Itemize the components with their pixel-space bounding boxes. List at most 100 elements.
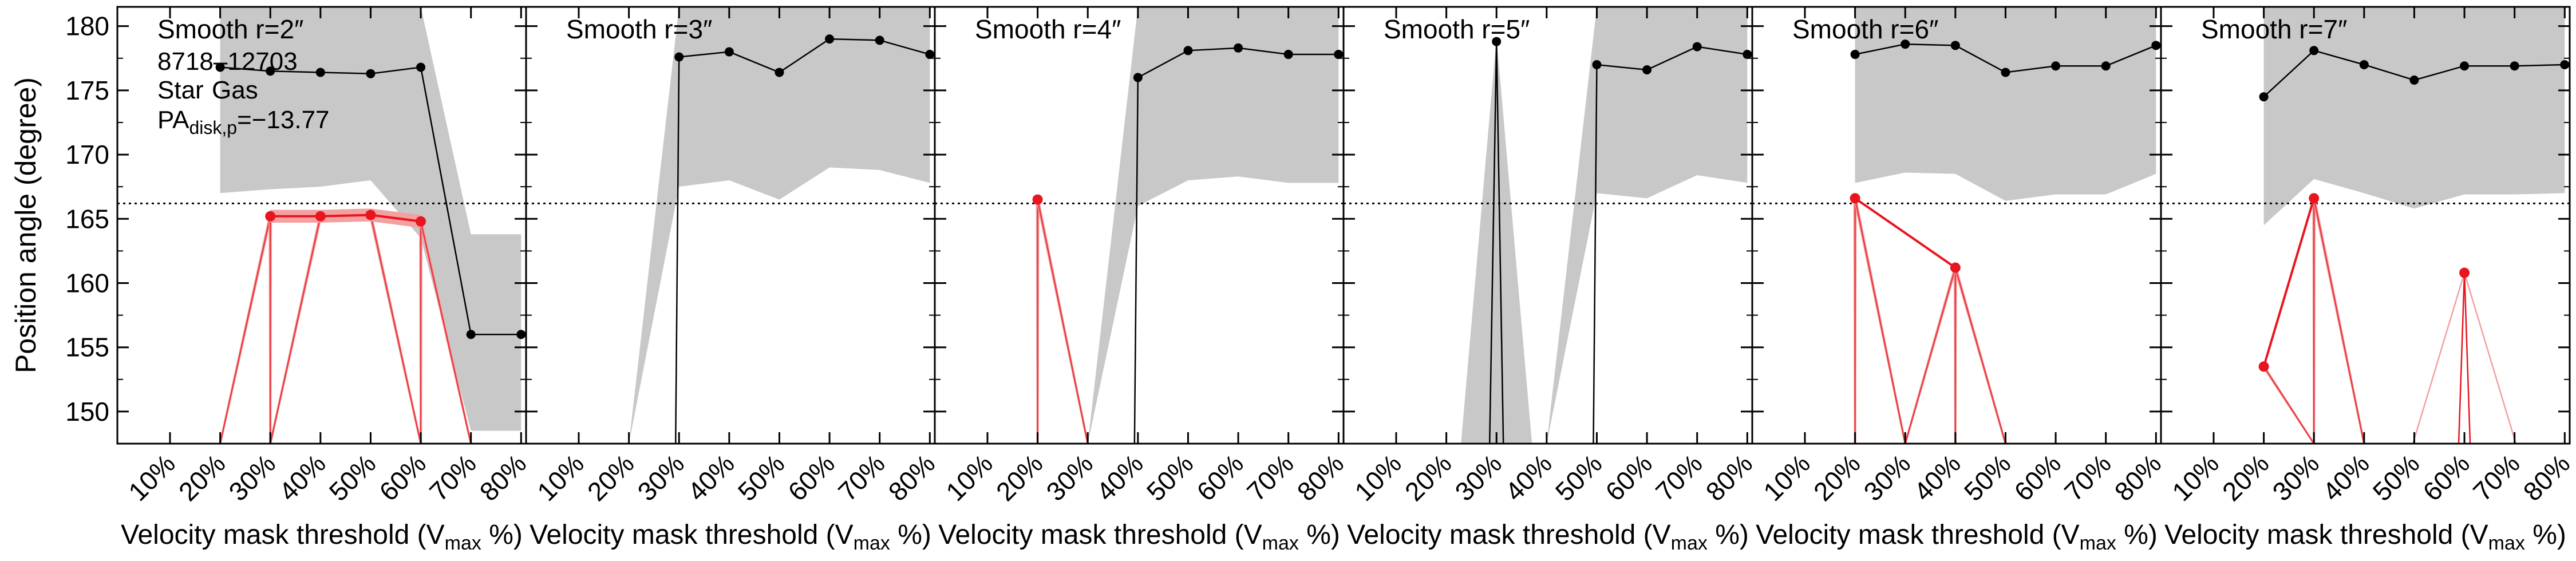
y-tick-label: 150 xyxy=(65,397,109,426)
x-tick-label: 40% xyxy=(682,448,740,507)
star-point xyxy=(2101,61,2111,71)
star-point xyxy=(466,330,476,339)
gas-drop-line xyxy=(1954,267,2006,444)
x-tick-label: 60% xyxy=(2417,448,2475,507)
x-axis-label-sub: max xyxy=(2488,532,2525,554)
panel-title: Smooth r=2″ xyxy=(157,14,303,44)
panel-body xyxy=(1752,7,2161,444)
star-point xyxy=(1850,50,1860,60)
x-tick-label: 20% xyxy=(2217,448,2275,507)
x-tick-label: 60% xyxy=(2008,448,2067,507)
gas-spike-line xyxy=(2412,272,2466,444)
panel-body xyxy=(526,7,935,444)
gas-drop-line xyxy=(1854,198,1906,444)
star-point xyxy=(2151,41,2161,50)
x-tick-label: 70% xyxy=(1241,448,1299,507)
x-tick-label: 60% xyxy=(782,448,840,507)
x-axis-label: Velocity mask threshold (Vmax %) xyxy=(1347,520,1749,554)
star-spike-band xyxy=(1461,37,1532,444)
panel-body xyxy=(935,7,1344,444)
gas-drop-line xyxy=(420,221,472,444)
panel-frame xyxy=(2160,6,2571,445)
gas-error-band xyxy=(270,208,421,228)
x-axis-label: Velocity mask threshold (Vmax %) xyxy=(530,520,931,554)
x-tick-label: 40% xyxy=(1499,448,1558,507)
y-tick-label: 180 xyxy=(65,11,109,41)
star-error-band xyxy=(1088,7,1339,444)
star-point xyxy=(1901,39,1910,49)
y-tick-label: 165 xyxy=(65,204,109,234)
x-tick-label: 10% xyxy=(1757,448,1816,507)
x-axis-label-main: Velocity mask threshold (V xyxy=(530,520,854,550)
pa-value: =−13.77 xyxy=(237,106,330,134)
panel-body xyxy=(1344,7,1752,444)
x-tick-label: 60% xyxy=(1191,448,1249,507)
star-point xyxy=(1234,43,1243,53)
star-point xyxy=(2309,46,2319,56)
star-point xyxy=(674,52,684,62)
x-tick-label: 40% xyxy=(1091,448,1149,507)
gas-drop-line xyxy=(370,215,422,444)
panel-title: Smooth r=3″ xyxy=(566,14,712,44)
star-drop-line xyxy=(1593,64,1598,444)
x-tick-label: 30% xyxy=(1858,448,1916,507)
x-tick-label: 70% xyxy=(832,448,891,507)
x-axis-label-sub: max xyxy=(1262,532,1299,554)
star-drop-line xyxy=(674,57,680,444)
x-tick-label: 40% xyxy=(273,448,331,507)
x-axis-label-sub: max xyxy=(445,532,481,554)
x-axis-label-tail: %) xyxy=(890,520,931,550)
star-point xyxy=(1950,41,1960,50)
star-line xyxy=(1597,46,1748,71)
x-tick-label: 50% xyxy=(323,448,382,507)
star-point xyxy=(1133,73,1143,82)
panel-body xyxy=(117,7,526,444)
gas-line xyxy=(2262,197,2316,367)
panel-2: 10%20%30%40%50%60%70%80% Smooth r=3″ Veloc… xyxy=(525,6,941,554)
star-error-band xyxy=(220,7,521,431)
x-tick-label: 10% xyxy=(2166,448,2225,507)
x-axis-label: Velocity mask threshold (Vmax %) xyxy=(938,520,1340,554)
x-tick-label: 20% xyxy=(582,448,640,507)
x-tick-label: 70% xyxy=(1650,448,1708,507)
star-point xyxy=(315,68,325,77)
x-axis-label-tail: %) xyxy=(1299,520,1340,550)
x-axis-label-tail: %) xyxy=(1708,520,1749,550)
gas-drop-line xyxy=(2263,366,2315,444)
star-point xyxy=(1692,42,1702,52)
panel-title: Smooth r=4″ xyxy=(975,14,1121,44)
pa-subscript: disk,p xyxy=(189,117,237,138)
x-tick-label: 30% xyxy=(631,448,690,507)
star-point xyxy=(1592,60,1602,69)
x-axis-label: Velocity mask threshold (Vmax %) xyxy=(121,520,523,554)
star-point xyxy=(1283,50,1293,60)
star-point xyxy=(1642,65,1652,74)
x-tick-label: 70% xyxy=(2467,448,2526,507)
star-point xyxy=(1743,50,1752,60)
gas-drop-line xyxy=(269,216,322,444)
x-tick-label: 50% xyxy=(732,448,791,507)
x-tick-label: 10% xyxy=(940,448,998,507)
x-tick-label: 80% xyxy=(882,448,941,507)
x-tick-label: 50% xyxy=(1550,448,1608,507)
x-tick-label: 30% xyxy=(1449,448,1507,507)
y-tick-label: 175 xyxy=(65,76,109,105)
x-axis-label-sub: max xyxy=(1671,532,1708,554)
x-axis-label-tail: %) xyxy=(481,520,523,550)
star-point xyxy=(775,68,784,77)
gas-point xyxy=(1950,262,1961,273)
gas-point xyxy=(2309,193,2320,204)
gas-point xyxy=(265,211,276,222)
star-point xyxy=(215,62,225,72)
star-point xyxy=(2510,61,2519,71)
x-tick-label: 10% xyxy=(123,448,181,507)
x-tick-label: 50% xyxy=(1141,448,1199,507)
x-tick-label: 80% xyxy=(2517,448,2575,507)
y-tick-label: 155 xyxy=(65,333,109,362)
star-point xyxy=(1183,46,1193,56)
star-point xyxy=(825,34,835,44)
gas-drop-line xyxy=(1037,199,1089,444)
x-tick-label: 70% xyxy=(2059,448,2117,507)
star-point xyxy=(266,66,275,76)
